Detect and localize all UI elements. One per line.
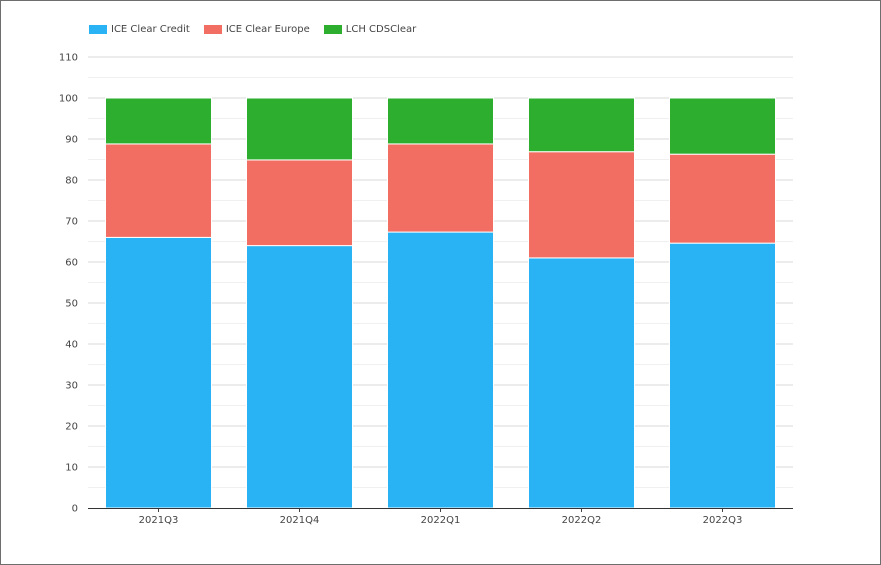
y-tick-label: 50 <box>65 299 78 310</box>
legend-label-lch-cdsclear: LCH CDSClear <box>345 24 417 35</box>
bar-ice-clear-credit-2022q3 <box>669 242 776 509</box>
x-tick-label: 2022Q3 <box>703 515 743 526</box>
bar-lch-cdsclear-2021q3 <box>105 97 212 145</box>
y-tick-label: 100 <box>59 94 78 105</box>
y-tick-label: 0 <box>72 504 78 515</box>
bar-ice-clear-europe-2021q4 <box>246 159 353 247</box>
bar-ice-clear-europe-2022q3 <box>669 153 776 244</box>
legend-label-ice-clear-credit: ICE Clear Credit <box>111 24 190 35</box>
legend-item-lch-cdsclear[interactable]: LCH CDSClear <box>323 24 417 35</box>
x-tick-label: 2021Q3 <box>139 515 179 526</box>
bar-lch-cdsclear-2022q1 <box>387 97 494 145</box>
legend-swatch-lch-cdsclear <box>323 25 342 34</box>
y-tick-label: 40 <box>65 340 78 351</box>
legend-item-ice-clear-credit[interactable]: ICE Clear Credit <box>89 24 190 35</box>
bar-ice-clear-europe-2022q2 <box>528 151 635 259</box>
bar-lch-cdsclear-2022q3 <box>669 97 776 155</box>
bar-lch-cdsclear-2022q2 <box>528 97 635 153</box>
y-tick-label: 110 <box>59 53 78 64</box>
legend-item-ice-clear-europe[interactable]: ICE Clear Europe <box>203 24 310 35</box>
legend-swatch-ice-clear-europe <box>203 25 222 34</box>
y-tick-label: 80 <box>65 176 78 187</box>
x-tick-label: 2022Q1 <box>421 515 461 526</box>
bar-ice-clear-credit-2022q2 <box>528 257 635 509</box>
legend-swatch-ice-clear-credit <box>89 25 107 34</box>
y-tick-label: 60 <box>65 258 78 269</box>
bar-ice-clear-credit-2022q1 <box>387 231 494 509</box>
y-tick-label: 90 <box>65 135 78 146</box>
chart-legend: ICE Clear Credit ICE Clear Europe LCH CD… <box>89 24 430 35</box>
bar-lch-cdsclear-2021q4 <box>246 97 353 161</box>
bar-ice-clear-credit-2021q3 <box>105 236 212 509</box>
legend-label-ice-clear-europe: ICE Clear Europe <box>225 24 310 35</box>
bar-ice-clear-credit-2021q4 <box>246 245 353 509</box>
y-tick-label: 70 <box>65 217 78 228</box>
bar-ice-clear-europe-2021q3 <box>105 143 212 238</box>
bar-ice-clear-europe-2022q1 <box>387 143 494 233</box>
x-tick-label: 2021Q4 <box>280 515 320 526</box>
y-tick-label: 30 <box>65 381 78 392</box>
y-tick-label: 10 <box>65 463 78 474</box>
x-tick-label: 2022Q2 <box>562 515 602 526</box>
y-tick-label: 20 <box>65 422 78 433</box>
